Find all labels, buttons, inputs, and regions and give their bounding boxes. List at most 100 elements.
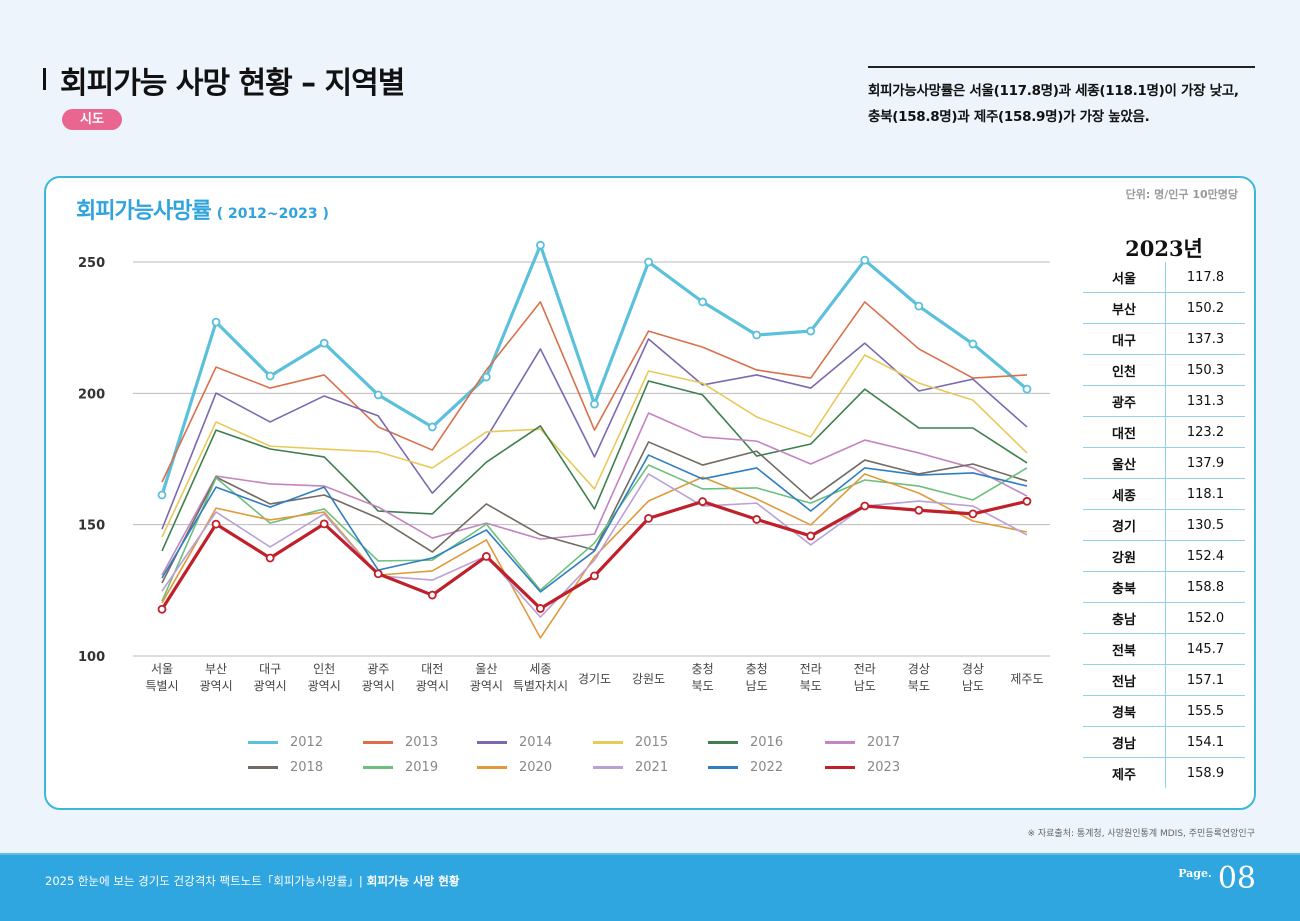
table-row: 울산 137.9 [1083,447,1245,479]
summary-divider [868,66,1255,68]
table-row: 전북 145.7 [1083,633,1245,665]
x-tick-label: 서울 [151,662,173,676]
x-tick-label: 광역시 [199,679,232,693]
x-tick-label: 대구 [259,662,281,676]
region-cell: 울산 [1083,447,1166,479]
legend-item: 2023 [825,760,900,775]
value-cell: 158.9 [1186,765,1225,781]
region-cell: 광주 [1083,385,1166,417]
chart-card [44,176,1256,810]
summary-line-2: 충북(158.8명)과 제주(158.9명)가 가장 높았음. [868,109,1150,125]
legend-swatch [708,741,738,744]
table-heading: 2023년 [1125,236,1203,261]
table-row: 부산 150.2 [1083,292,1245,324]
table-row: 경북 155.5 [1083,695,1245,727]
data-point-2012 [860,255,870,265]
summary-line-1: 회피가능사망률은 서울(117.8명)과 세종(118.1명)이 가장 낮고, [868,83,1239,99]
value-cell: 154.1 [1165,726,1245,758]
table-row: 광주 131.3 [1083,385,1245,417]
data-point-2023 [914,505,924,515]
value-cell: 137.3 [1165,323,1245,355]
x-tick-label: 부산 [205,662,227,676]
data-point-2012 [481,372,491,382]
table-row: 전남 157.1 [1083,664,1245,696]
table-row: 충남 152.0 [1083,602,1245,634]
value-cell: 131.3 [1165,385,1245,417]
x-tick-label: 북도 [800,679,822,693]
legend-swatch [825,741,855,744]
legend-label: 2023 [867,760,901,775]
page-title: 회피가능 사망 현황 – 지역별 [60,66,405,101]
data-point-2023 [481,552,491,561]
data-point-2012 [319,338,329,348]
series-line-2013 [161,301,1028,483]
table-row: 대구 137.3 [1083,323,1245,355]
legend-label: 2017 [867,735,901,750]
value-cell: 123.2 [1165,416,1245,448]
region-cell: 대구 [1083,323,1166,355]
region-cell: 경기 [1083,509,1166,541]
series-line-2016 [161,380,1028,552]
unit-label: 단위: 명/인구 10만명당 [1125,188,1238,201]
y-tick-label: 100 [78,650,105,665]
data-point-2023 [860,501,870,511]
x-tick-label: 남도 [854,679,876,693]
data-point-2012 [265,371,275,381]
data-point-2023 [968,509,978,519]
x-tick-label: 울산 [475,662,497,676]
legend-item: 2021 [593,760,668,775]
data-point-2023 [644,513,653,523]
x-tick-label: 광주 [367,662,389,676]
table-row: 경기 130.5 [1083,509,1245,541]
table-row: 대전 123.2 [1083,416,1245,448]
data-point-2012 [427,422,437,432]
footer: 2025 한눈에 보는 경기도 건강격차 팩트노트「회피가능사망률」| 회피가능 … [0,853,1300,921]
legend-swatch [593,741,623,744]
region-cell: 충북 [1083,571,1166,603]
y-tick-label: 250 [78,256,105,271]
legend-swatch [593,766,623,769]
x-tick-label: 경상 [962,662,984,676]
data-point-2012 [752,330,762,340]
region-cell: 제주 [1083,757,1166,788]
x-tick-label: 충청 [746,662,768,676]
x-tick-label: 북도 [908,679,930,693]
region-cell: 충남 [1083,602,1166,634]
chart-title: 회피가능사망률( 2012~2023 ) [76,193,329,225]
legend-label: 2018 [290,760,324,775]
series-line-2018 [161,441,1028,584]
data-point-2023 [211,519,221,529]
data-point-2012 [914,301,924,311]
value-cell: 152.4 [1165,540,1245,572]
chart-title-main: 회피가능사망률 [76,199,212,224]
series-line-2019 [161,464,1028,602]
x-tick-label: 인천 [313,661,335,676]
legend-label: 2014 [519,735,553,750]
data-point-2012 [590,399,599,409]
legend-item: 2022 [708,760,783,775]
data-point-2012 [536,240,545,250]
legend-item: 2020 [477,760,552,775]
series-line-2017 [161,412,1028,576]
legend-label: 2016 [750,735,784,750]
region-cell: 대전 [1083,416,1166,448]
series-line-2022 [161,454,1028,593]
category-tag: 시도 [62,109,122,130]
x-tick-label: 광역시 [470,679,503,693]
x-tick-label: 전라 [800,662,822,676]
legend-swatch [708,766,738,769]
value-cell: 130.5 [1165,509,1245,541]
value-cell: 118.1 [1165,478,1245,510]
data-point-2023 [1022,496,1032,506]
series-line-2015 [161,354,1028,538]
legend-swatch [477,766,507,769]
legend-label: 2021 [635,760,669,775]
data-point-2023 [752,515,762,524]
footer-publication: 2025 한눈에 보는 경기도 건강격차 팩트노트「회피가능사망률」| [45,874,363,888]
legend-swatch [363,766,393,769]
x-tick-label: 제주도 [1010,672,1043,686]
region-cell: 세종 [1083,478,1166,510]
legend-item: 2012 [248,735,323,750]
summary-text: 회피가능사망률은 서울(117.8명)과 세종(118.1명)이 가장 낮고, … [868,78,1288,130]
legend-label: 2012 [290,735,324,750]
